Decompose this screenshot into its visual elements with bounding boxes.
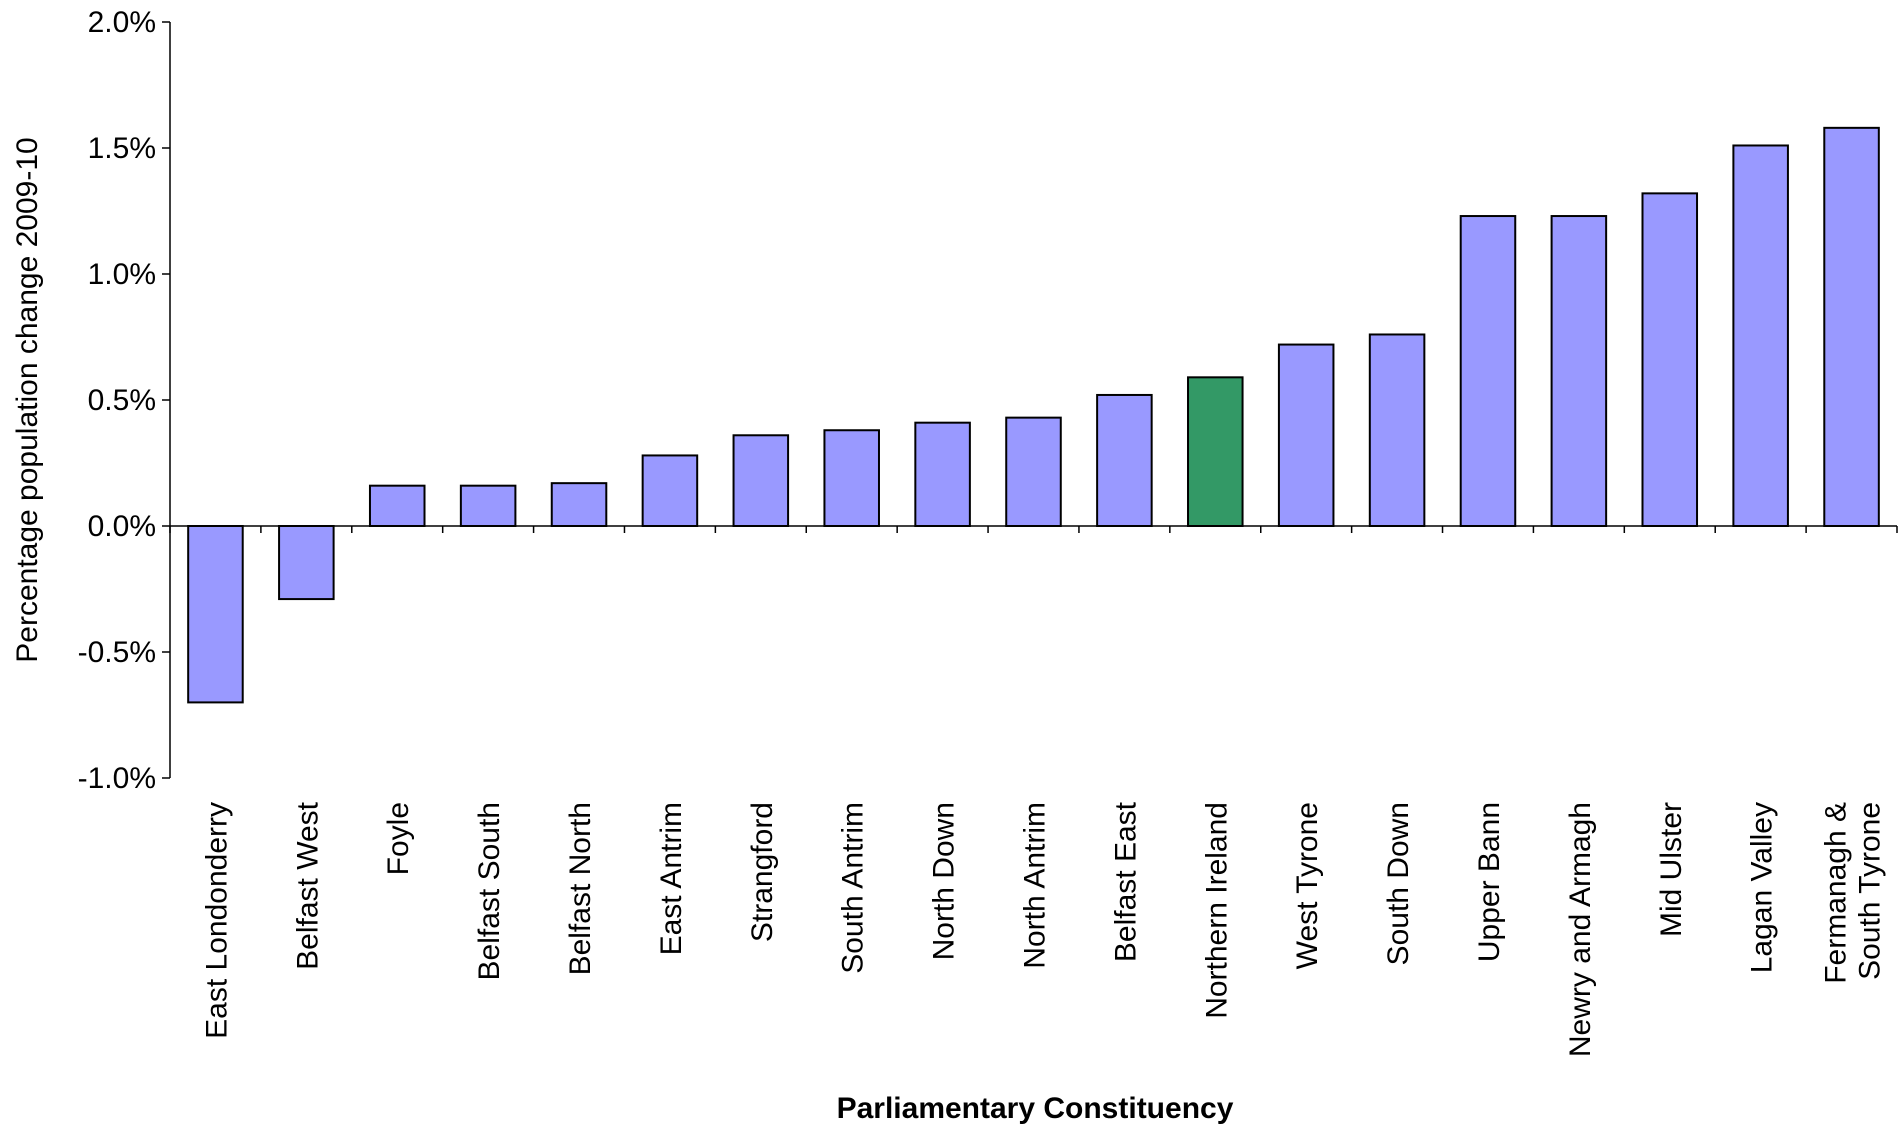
category-label: North Down: [928, 802, 961, 960]
y-tick-label: 0.5%: [88, 384, 156, 417]
bar-northern-ireland: [1187, 376, 1244, 527]
bar-north-antrim: [1005, 416, 1062, 528]
bar-fermanagh-south-tyrone: [1823, 126, 1880, 527]
y-tick-label: -1.0%: [78, 762, 156, 795]
bar-east-londonderry: [187, 525, 244, 704]
category-label: East Londonderry: [200, 802, 233, 1039]
category-labels: East Londonderry Belfast West Foyle Belfast…: [200, 801, 1886, 1057]
y-tick-labels: -1.0% -0.5% 0.0% 0.5% 1.0% 1.5% 2.0%: [78, 6, 156, 795]
bar-east-antrim: [641, 454, 699, 527]
bar-newry-and-armagh: [1550, 215, 1608, 527]
bars: [187, 126, 1880, 704]
category-label: East Antrim: [655, 802, 688, 955]
category-label: South Down: [1382, 802, 1415, 965]
bar-belfast-west: [278, 525, 335, 601]
bar-north-down: [914, 421, 971, 527]
category-label: Fermanagh &: [1820, 802, 1853, 984]
bar-belfast-north: [550, 482, 608, 528]
category-label: West Tyrone: [1291, 802, 1324, 969]
category-label: South Tyrone: [1854, 802, 1887, 980]
category-label: Belfast East: [1109, 801, 1142, 962]
category-label: Lagan Valley: [1746, 802, 1779, 973]
category-label: Belfast South: [473, 802, 506, 980]
bar-south-antrim: [823, 429, 880, 527]
category-label: Foyle: [382, 802, 415, 875]
category-label: Belfast West: [291, 801, 324, 970]
axes: [162, 21, 1898, 779]
y-tick-label: 1.0%: [88, 258, 156, 291]
bar-belfast-south: [459, 484, 517, 527]
category-label: Upper Bann: [1473, 802, 1506, 962]
bar-south-down: [1368, 333, 1426, 528]
bar-lagan-valley: [1732, 144, 1789, 527]
category-label: Belfast North: [564, 802, 597, 975]
y-tick-label: 1.5%: [88, 132, 156, 165]
bar-belfast-east: [1096, 393, 1153, 527]
bar-mid-ulster: [1641, 192, 1699, 528]
bar-foyle: [368, 484, 426, 527]
category-label: Mid Ulster: [1655, 802, 1688, 937]
y-tick-label: -0.5%: [78, 636, 156, 669]
y-tick-label: 0.0%: [88, 510, 156, 543]
x-axis-title: Parliamentary Constituency: [837, 1092, 1234, 1125]
category-label: Northern Ireland: [1200, 802, 1233, 1019]
bar-upper-bann: [1459, 215, 1517, 527]
category-label: Strangford: [746, 802, 779, 942]
y-axis-title: Percentage population change 2009-10: [11, 137, 44, 662]
category-label: Newry and Armagh: [1564, 802, 1597, 1057]
bar-strangford: [732, 434, 790, 527]
bar-west-tyrone: [1277, 343, 1335, 527]
category-label: North Antrim: [1019, 802, 1052, 969]
category-label: South Antrim: [837, 802, 870, 974]
y-tick-label: 2.0%: [88, 6, 156, 39]
